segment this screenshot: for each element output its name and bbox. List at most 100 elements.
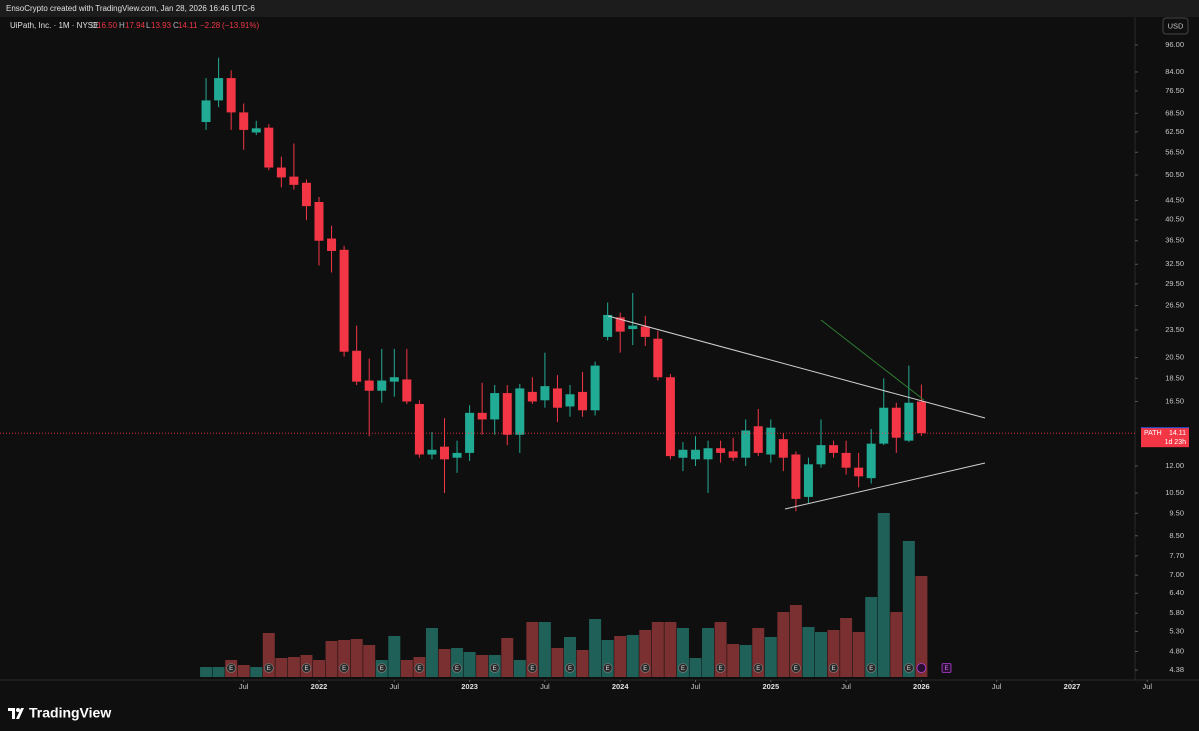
- earnings-label: E: [455, 666, 459, 672]
- volume-bar: [576, 650, 589, 677]
- currency: USD: [1168, 21, 1184, 30]
- volume-bar: [739, 645, 752, 677]
- y-tick-label: 76.50: [1165, 86, 1184, 95]
- candle-body: [716, 448, 726, 453]
- last-tag-countdown: 1d 23h: [1165, 439, 1187, 446]
- candle-body: [465, 412, 475, 453]
- candle-body: [653, 338, 663, 378]
- candle-body: [728, 451, 738, 458]
- y-tick-label: 84.00: [1165, 67, 1184, 76]
- y-tick-label: 4.80: [1169, 646, 1184, 655]
- legend-key: H: [119, 21, 125, 30]
- candle-body: [239, 112, 249, 130]
- legend: O 16.50 H 17.94 L 13.93 C 14.11 −2.28 (−…: [91, 21, 259, 30]
- candle-body: [377, 380, 387, 391]
- candle-body: [226, 78, 236, 113]
- last-tag-value: 14.11: [1169, 430, 1186, 437]
- earnings-icon: [602, 663, 613, 673]
- earnings-icon: [226, 663, 236, 673]
- volume-bar: [325, 641, 338, 677]
- y-tick-label: 4.38: [1169, 665, 1184, 674]
- volume-bar: [802, 627, 815, 677]
- currency-box[interactable]: [1162, 17, 1189, 35]
- candle-body: [276, 167, 286, 178]
- trend-line[interactable]: [607, 315, 986, 419]
- earnings-label: E: [643, 666, 647, 672]
- earnings-icon: [715, 663, 726, 673]
- y-tick-label: 32.50: [1165, 259, 1184, 268]
- earnings-label: E: [907, 666, 911, 672]
- volume-bar: [538, 622, 551, 677]
- y-tick-label: 20.50: [1165, 353, 1184, 362]
- earnings-label: E: [380, 666, 384, 672]
- y-tick-label: 29.50: [1165, 279, 1184, 288]
- candle-body: [753, 426, 763, 453]
- earnings-icon: [753, 663, 764, 673]
- change-percent: (−13.91%): [222, 21, 259, 30]
- y-tick-label: 12.00: [1165, 461, 1184, 470]
- volume-bar: [915, 576, 928, 677]
- y-tick-label: 62.50: [1165, 127, 1184, 136]
- volume-bar: [463, 652, 476, 677]
- volume-bar: [815, 632, 827, 677]
- candle-body: [264, 127, 274, 168]
- trend-line[interactable]: [820, 319, 925, 401]
- candle-body: [578, 391, 588, 411]
- y-tick-label: 23.50: [1165, 325, 1184, 334]
- earnings-icon: [828, 663, 839, 673]
- x-tick-label: 2026: [913, 682, 930, 691]
- y-tick-label: 10.50: [1165, 488, 1184, 497]
- candle-body: [829, 445, 839, 453]
- candle-body: [477, 412, 487, 420]
- y-tick-label: 7.00: [1169, 570, 1184, 579]
- logo-icon: [16, 708, 20, 712]
- x-tick-label: Jul: [841, 682, 851, 691]
- candle-body: [603, 314, 613, 337]
- earnings-label: E: [944, 666, 948, 672]
- y-tick-label: 68.50: [1165, 108, 1184, 117]
- candle-body: [904, 402, 914, 441]
- volume-bar: [350, 639, 363, 677]
- earnings-icon: [376, 663, 387, 673]
- header-text: EnsoCrypto created with TradingView.com,…: [6, 4, 255, 13]
- earnings-label: E: [342, 666, 346, 672]
- candle-body: [565, 394, 575, 407]
- candle-body: [214, 78, 224, 101]
- candle-body: [678, 449, 688, 458]
- earnings-label: E: [719, 666, 723, 672]
- x-tick-label: Jul: [1143, 682, 1153, 691]
- candle-body: [615, 317, 625, 332]
- volume-bar: [400, 660, 413, 677]
- legend-key: O: [91, 21, 97, 30]
- x-tick-label: Jul: [691, 682, 701, 691]
- volume-bar: [363, 645, 376, 677]
- volume-bar: [902, 541, 915, 677]
- earnings-label: E: [681, 666, 685, 672]
- volume-bar: [852, 632, 865, 677]
- earnings-icon: [339, 663, 349, 673]
- earnings-label: E: [568, 666, 572, 672]
- x-tick-label: Jul: [992, 682, 1002, 691]
- earnings-future-icon: [941, 663, 952, 673]
- y-tick-label: 7.70: [1169, 551, 1184, 560]
- legend-value: 16.50: [97, 21, 118, 30]
- x-tick-label: 2023: [461, 682, 478, 691]
- earnings-icon: [527, 663, 538, 673]
- candle-body: [502, 393, 512, 435]
- candle-body: [590, 365, 600, 411]
- candle-body: [339, 249, 349, 352]
- logo-text: TradingView: [29, 705, 111, 721]
- volume-bar: [890, 612, 903, 677]
- candle-body: [778, 439, 788, 458]
- volume-bar: [476, 655, 489, 677]
- y-tick-label: 16.50: [1165, 396, 1184, 405]
- header-bar: [0, 0, 1199, 17]
- candle-body: [427, 449, 437, 455]
- event-icon: [916, 663, 927, 673]
- earnings-icon: [565, 663, 575, 673]
- legend-value: 13.93: [151, 21, 172, 30]
- y-tick-label: 96.00: [1165, 40, 1184, 49]
- trend-line[interactable]: [784, 462, 986, 510]
- y-tick-label: 8.50: [1169, 531, 1184, 540]
